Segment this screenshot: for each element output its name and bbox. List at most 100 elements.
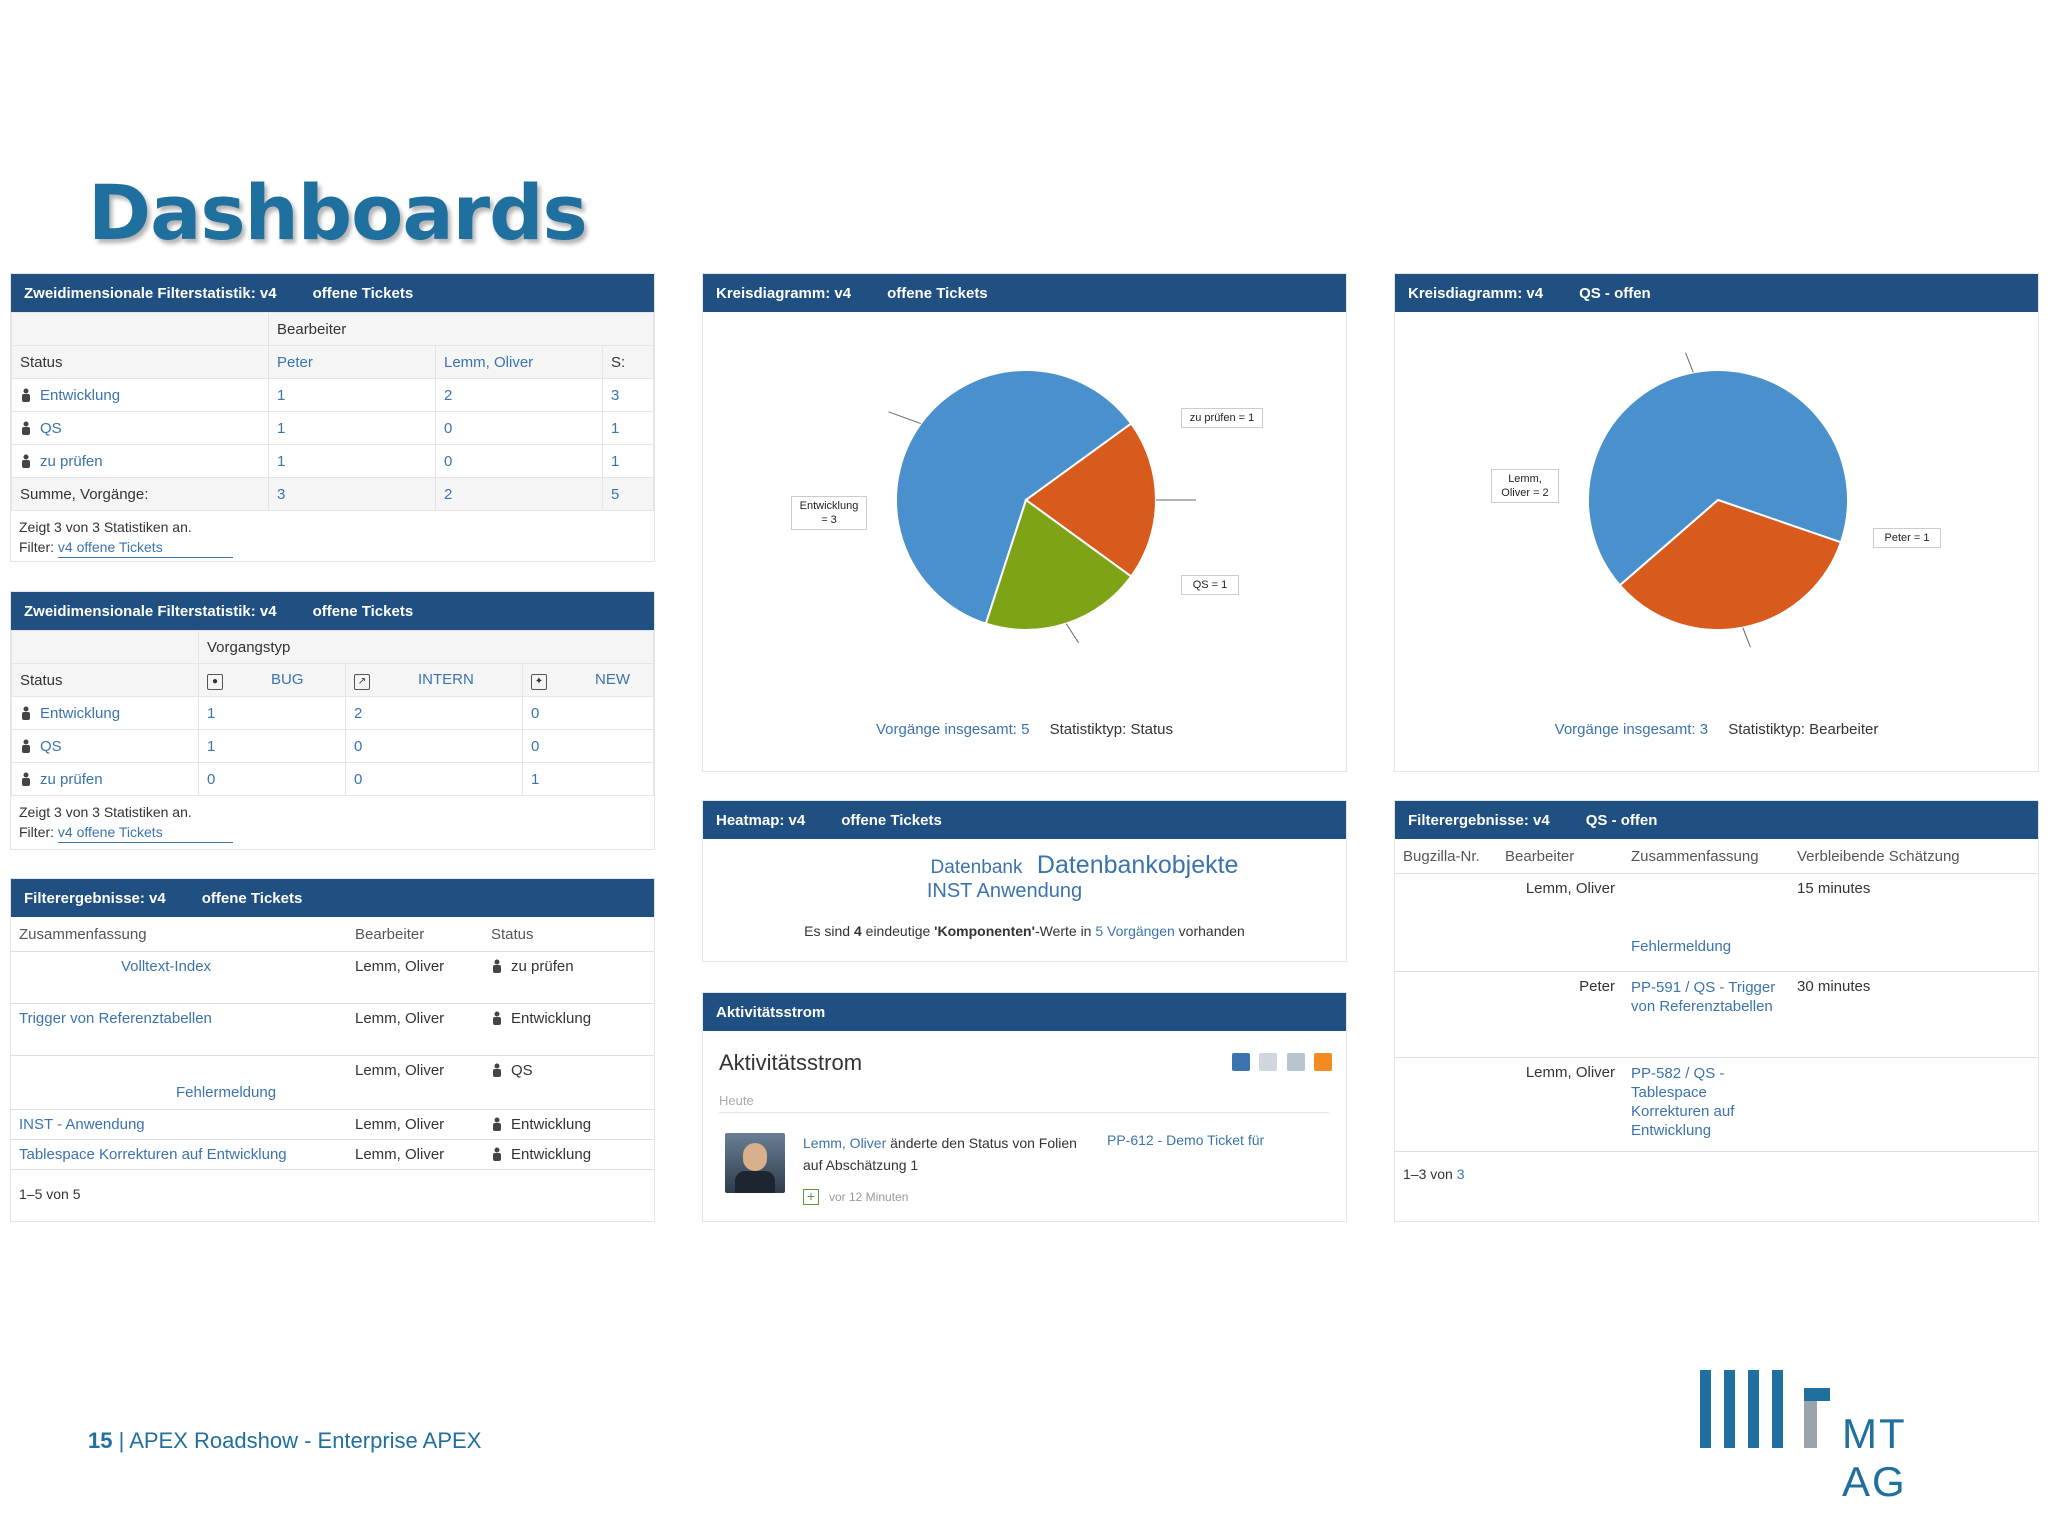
gadget-header[interactable]: Filterergebnisse: v4 QS - offen bbox=[1395, 801, 2038, 839]
cell-link[interactable]: 2 bbox=[435, 477, 603, 511]
cell-link[interactable]: 1 bbox=[602, 411, 654, 445]
col-lemm[interactable]: Lemm, Oliver bbox=[435, 345, 603, 379]
col-intern[interactable]: ↗ INTERN bbox=[345, 663, 523, 697]
col-summary[interactable]: Zusammenfassung bbox=[1623, 839, 1789, 874]
heat-word-inst-anwendung[interactable]: INST Anwendung bbox=[926, 880, 1083, 902]
sum-row: Summe, Vorgänge: 3 2 5 bbox=[11, 477, 654, 511]
status-link[interactable]: QS bbox=[40, 737, 62, 755]
gadget-header[interactable]: Zweidimensionale Filterstatistik: v4 off… bbox=[11, 592, 654, 630]
col-summary[interactable]: Zusammenfassung bbox=[11, 917, 347, 952]
col-assignee[interactable]: Bearbeiter bbox=[347, 917, 483, 952]
list-view-icon[interactable] bbox=[1231, 1053, 1250, 1071]
status-link[interactable]: zu prüfen bbox=[40, 452, 103, 470]
cell-link[interactable]: 0 bbox=[522, 729, 654, 763]
user-link[interactable]: Lemm, Oliver bbox=[803, 1135, 887, 1151]
cell-link[interactable]: 1 bbox=[522, 762, 654, 796]
status-link[interactable]: Entwicklung bbox=[40, 386, 121, 404]
status-link[interactable]: Entwicklung bbox=[40, 704, 121, 722]
cell-link[interactable]: 1 bbox=[198, 729, 346, 763]
assignee: Lemm, Oliver bbox=[1497, 873, 1623, 972]
estimate bbox=[1789, 1057, 2038, 1152]
avatar[interactable] bbox=[725, 1133, 785, 1193]
logo-text: MT AG bbox=[1842, 1410, 1907, 1505]
status-link[interactable]: QS bbox=[40, 419, 62, 437]
pie-slice-1[interactable] bbox=[1618, 498, 1843, 631]
cell-link[interactable]: 1 bbox=[198, 696, 346, 730]
table-row: Lemm, Oliver PP-582 / QS - Tablespace Ko… bbox=[1395, 1057, 2038, 1152]
pie-slice-1[interactable] bbox=[1024, 422, 1157, 578]
col-bug[interactable]: ● BUG bbox=[198, 663, 346, 697]
summary-link[interactable]: Volltext-Index bbox=[11, 951, 347, 1004]
total-issues-link[interactable]: Vorgänge insgesamt: 3 bbox=[1554, 721, 1709, 738]
summary-link[interactable]: PP-591 / QS - Trigger von Referenztabell… bbox=[1623, 971, 1789, 1058]
gadget-title: Filterergebnisse: v4 bbox=[1408, 811, 1550, 829]
gadget-header[interactable]: Filterergebnisse: v4 offene Tickets bbox=[11, 879, 654, 917]
gadget-header[interactable]: Kreisdiagramm: v4 QS - offen bbox=[1395, 274, 2038, 312]
status-icon bbox=[22, 421, 30, 435]
cell-link[interactable]: 0 bbox=[345, 729, 523, 763]
col-status[interactable]: Status bbox=[483, 917, 654, 952]
cell-link[interactable]: 0 bbox=[435, 411, 603, 445]
gadget-footer: Zeigt 3 von 3 Statistiken an. Filter: v4… bbox=[11, 796, 654, 849]
col-estimate[interactable]: Verbleibende Schätzung bbox=[1789, 839, 2038, 874]
slide-footer: 15 | APEX Roadshow - Enterprise APEX bbox=[88, 1428, 481, 1454]
gadget-title: Heatmap: v4 bbox=[716, 811, 806, 829]
assignee: Lemm, Oliver bbox=[347, 951, 483, 1004]
col-assignee[interactable]: Bearbeiter bbox=[1497, 839, 1623, 874]
issues-link[interactable]: 5 Vorgängen bbox=[1095, 923, 1175, 939]
cell-link[interactable]: 0 bbox=[345, 762, 523, 796]
estimate: 30 minutes bbox=[1789, 971, 2038, 1058]
col-peter[interactable]: Peter bbox=[268, 345, 436, 379]
cell-link[interactable]: 1 bbox=[268, 378, 436, 412]
group-header: Bearbeiter bbox=[268, 312, 654, 346]
cell-link[interactable]: 2 bbox=[435, 378, 603, 412]
cell-link[interactable]: 0 bbox=[198, 762, 346, 796]
summary-link[interactable]: Trigger von Referenztabellen bbox=[11, 1003, 347, 1056]
status-link[interactable]: zu prüfen bbox=[40, 770, 103, 788]
cell-link[interactable]: 5 bbox=[602, 477, 654, 511]
filter-link[interactable]: v4 offene Tickets bbox=[57, 537, 233, 558]
cell-link[interactable]: 3 bbox=[602, 378, 654, 412]
filter-icon[interactable] bbox=[1259, 1053, 1278, 1071]
gadget-header[interactable]: Heatmap: v4 offene Tickets bbox=[703, 801, 1346, 839]
cell-link[interactable]: 0 bbox=[522, 696, 654, 730]
cell-link[interactable]: 1 bbox=[268, 411, 436, 445]
pie-slice-2[interactable] bbox=[984, 498, 1133, 631]
table-row: zu prüfen 1 0 1 bbox=[11, 444, 654, 478]
total-issues-link[interactable]: Vorgänge insgesamt: 5 bbox=[876, 721, 1030, 738]
pie-leader-line bbox=[1065, 623, 1079, 643]
col-bugzilla[interactable]: Bugzilla-Nr. bbox=[1395, 839, 1497, 874]
summary-link[interactable]: PP-582 / QS - Tablespace Korrekturen auf… bbox=[1623, 1057, 1789, 1152]
table-row: Peter PP-591 / QS - Trigger von Referenz… bbox=[1395, 971, 2038, 1058]
ticket-link[interactable]: PP-612 - Demo Ticket für bbox=[1107, 1132, 1265, 1148]
pager-link[interactable]: 3 bbox=[1456, 1166, 1465, 1182]
footer-text: | APEX Roadshow - Enterprise APEX bbox=[112, 1428, 482, 1453]
gadget-subtitle: QS - offen bbox=[1585, 811, 1658, 829]
cell-link[interactable]: 1 bbox=[602, 444, 654, 478]
stat-type: Statistiktyp: Status bbox=[1049, 721, 1173, 738]
summary-link[interactable]: Fehlermeldung bbox=[11, 1055, 347, 1110]
stat-type: Statistiktyp: Bearbeiter bbox=[1728, 721, 1879, 738]
summary-link[interactable]: Fehlermeldung bbox=[1623, 873, 1789, 972]
cell-link[interactable]: 2 bbox=[345, 696, 523, 730]
gadget-header[interactable]: Zweidimensionale Filterstatistik: v4 off… bbox=[11, 274, 654, 312]
heat-word-datenbank[interactable]: Datenbank bbox=[930, 857, 1023, 878]
cell-link[interactable]: 3 bbox=[268, 477, 436, 511]
rss-feed-icon[interactable] bbox=[1314, 1053, 1332, 1071]
expand-plus-icon[interactable]: + bbox=[803, 1189, 819, 1205]
activity-heading: Aktivitätsstrom bbox=[719, 1050, 863, 1075]
gadget-header[interactable]: Aktivitätsstrom bbox=[703, 993, 1346, 1031]
table-row: Volltext-Index Lemm, Oliver zu prüfen bbox=[11, 951, 654, 1004]
filter-link[interactable]: v4 offene Tickets bbox=[57, 822, 233, 843]
gadget-subtitle: offene Tickets bbox=[312, 602, 414, 620]
cell-link[interactable]: 1 bbox=[268, 444, 436, 478]
settings-icon[interactable] bbox=[1286, 1053, 1305, 1071]
gadget-header[interactable]: Kreisdiagramm: v4 offene Tickets bbox=[703, 274, 1346, 312]
col-new[interactable]: ✦ NEW bbox=[522, 663, 654, 697]
status-text: QS bbox=[511, 1062, 533, 1079]
stats-table: Bearbeiter Status Peter Lemm, Oliver S: … bbox=[11, 312, 654, 511]
summary-link[interactable]: INST - Anwendung bbox=[11, 1109, 347, 1140]
heat-word-datenbankobjekte[interactable]: Datenbankobjekte bbox=[1036, 851, 1239, 879]
summary-link[interactable]: Tablespace Korrekturen auf Entwicklung bbox=[11, 1139, 347, 1170]
cell-link[interactable]: 0 bbox=[435, 444, 603, 478]
